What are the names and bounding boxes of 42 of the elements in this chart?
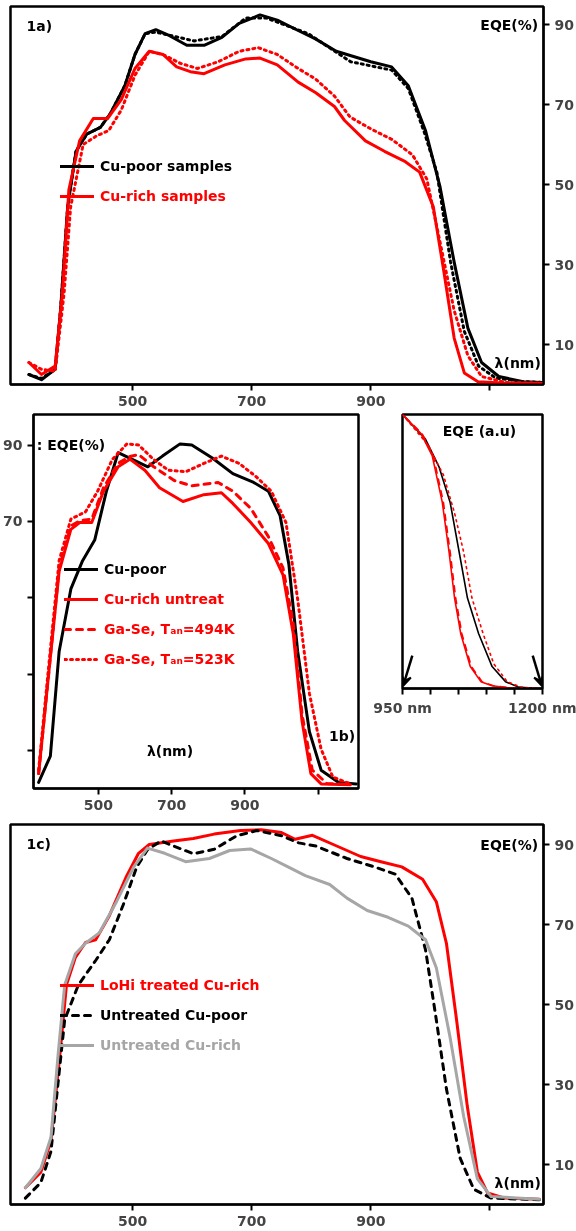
- y-tick-label: 70: [554, 96, 575, 113]
- y-tick-label: 30: [554, 1076, 575, 1093]
- x-tick-label: 500: [117, 1212, 148, 1229]
- x-axis-title: λ(nm): [494, 355, 541, 372]
- x-tick-label: 950 nm: [373, 699, 432, 716]
- legend-label: Cu-rich untreat: [104, 591, 225, 607]
- x-tick-label: 900: [356, 392, 386, 409]
- legend-label: Cu-rich samples: [100, 188, 226, 204]
- x-tick-label: 500: [83, 796, 114, 813]
- legend-label: LoHi treated Cu-rich: [100, 977, 260, 993]
- x-tick-label: 900: [356, 1212, 386, 1229]
- text: 1b): [329, 727, 356, 744]
- y-tick-label: 50: [554, 996, 575, 1013]
- y-tick-label: 70: [554, 916, 575, 933]
- text: 1a): [26, 17, 53, 34]
- y-tick-label: 90: [3, 437, 23, 454]
- text: EQE (a.u): [442, 422, 517, 439]
- x-tick-label: 700: [237, 1212, 267, 1229]
- legend-label: Untreated Cu-rich: [100, 1037, 241, 1053]
- y-axis-title: EQE(%): [480, 836, 539, 853]
- y-axis-title: EQE(%): [480, 16, 539, 33]
- x-axis-title: λ(nm): [494, 1175, 541, 1192]
- y-tick-label: 90: [554, 836, 575, 853]
- text: 1c): [26, 835, 51, 852]
- x-tick-label: 700: [157, 796, 187, 813]
- legend-label: Cu-poor samples: [100, 158, 233, 174]
- legend-label: Untreated Cu-poor: [100, 1007, 248, 1023]
- y-tick-label: 10: [554, 336, 575, 353]
- x-tick-label: 1200 nm: [508, 699, 576, 716]
- y-tick-label: 30: [554, 256, 575, 273]
- y-tick-label: 10: [554, 1156, 575, 1173]
- x-tick-label: 900: [230, 796, 260, 813]
- y-tick-label: 70: [3, 513, 23, 530]
- y-tick-label: 90: [554, 16, 575, 33]
- x-tick-label: 700: [237, 392, 267, 409]
- x-axis-title: λ(nm): [146, 742, 194, 759]
- legend-label: Ga-Se, Tₐₙ=523K: [104, 651, 235, 667]
- y-tick-label: 50: [554, 176, 575, 193]
- legend-label: Ga-Se, Tₐₙ=494K: [104, 621, 235, 637]
- legend-label: Cu-poor: [104, 561, 167, 577]
- y-axis-title: : EQE(%): [36, 437, 106, 454]
- x-tick-label: 500: [117, 392, 148, 409]
